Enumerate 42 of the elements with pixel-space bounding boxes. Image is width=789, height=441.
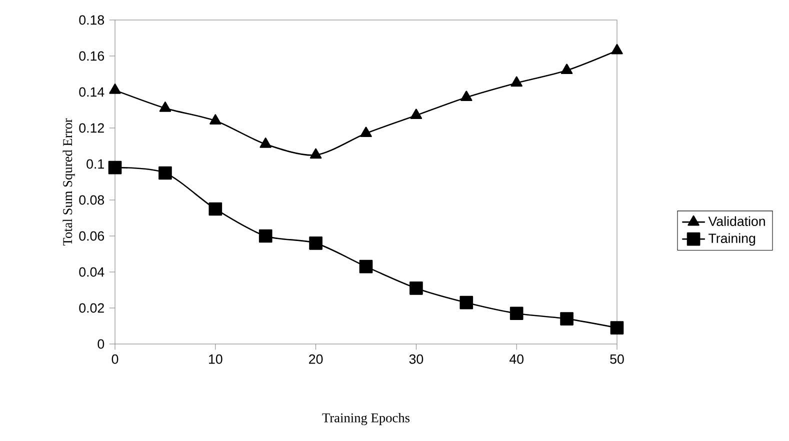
y-tick-label: 0.02 (79, 303, 104, 313)
x-axis-title: Training Epochs (322, 412, 410, 426)
x-tick-label: 10 (209, 354, 222, 364)
point (510, 76, 522, 87)
point (560, 312, 574, 326)
point (108, 160, 122, 174)
point (159, 102, 172, 112)
point (360, 126, 372, 138)
point (460, 90, 472, 102)
point (510, 306, 524, 320)
point (310, 148, 322, 159)
y-tick-label: 0 (98, 339, 104, 349)
x-tick-label: 30 (409, 354, 424, 364)
point (610, 321, 624, 334)
y-tick-label: 0.12 (79, 123, 104, 133)
x-tick-label: 40 (509, 354, 524, 364)
point (460, 296, 474, 310)
point (210, 114, 222, 124)
point (359, 260, 373, 274)
point (309, 236, 322, 250)
y-axis-title: Total Sum Squred Error (62, 118, 75, 246)
y-tick-label: 0.16 (79, 51, 104, 61)
y-tick-label: 0.08 (79, 195, 104, 205)
x-tick-label: 0 (112, 354, 118, 364)
y-tick-label: 0.06 (79, 231, 104, 241)
y-tick-label: 0.18 (79, 15, 104, 25)
legend-label: Training (708, 233, 756, 246)
y-tick-label: 0.04 (79, 267, 104, 277)
y-tick-label: 0.1 (86, 159, 104, 169)
legend-label: Validation (708, 216, 765, 226)
point (208, 202, 222, 216)
point (158, 166, 172, 180)
point (410, 108, 422, 120)
x-tick-label: 20 (309, 354, 323, 364)
x-tick-label: 50 (610, 354, 624, 364)
point (611, 44, 623, 54)
point (260, 138, 272, 148)
point (109, 84, 121, 94)
y-tick-label: 0.14 (79, 87, 104, 97)
point (560, 64, 573, 74)
point (258, 229, 272, 243)
point (410, 282, 423, 295)
